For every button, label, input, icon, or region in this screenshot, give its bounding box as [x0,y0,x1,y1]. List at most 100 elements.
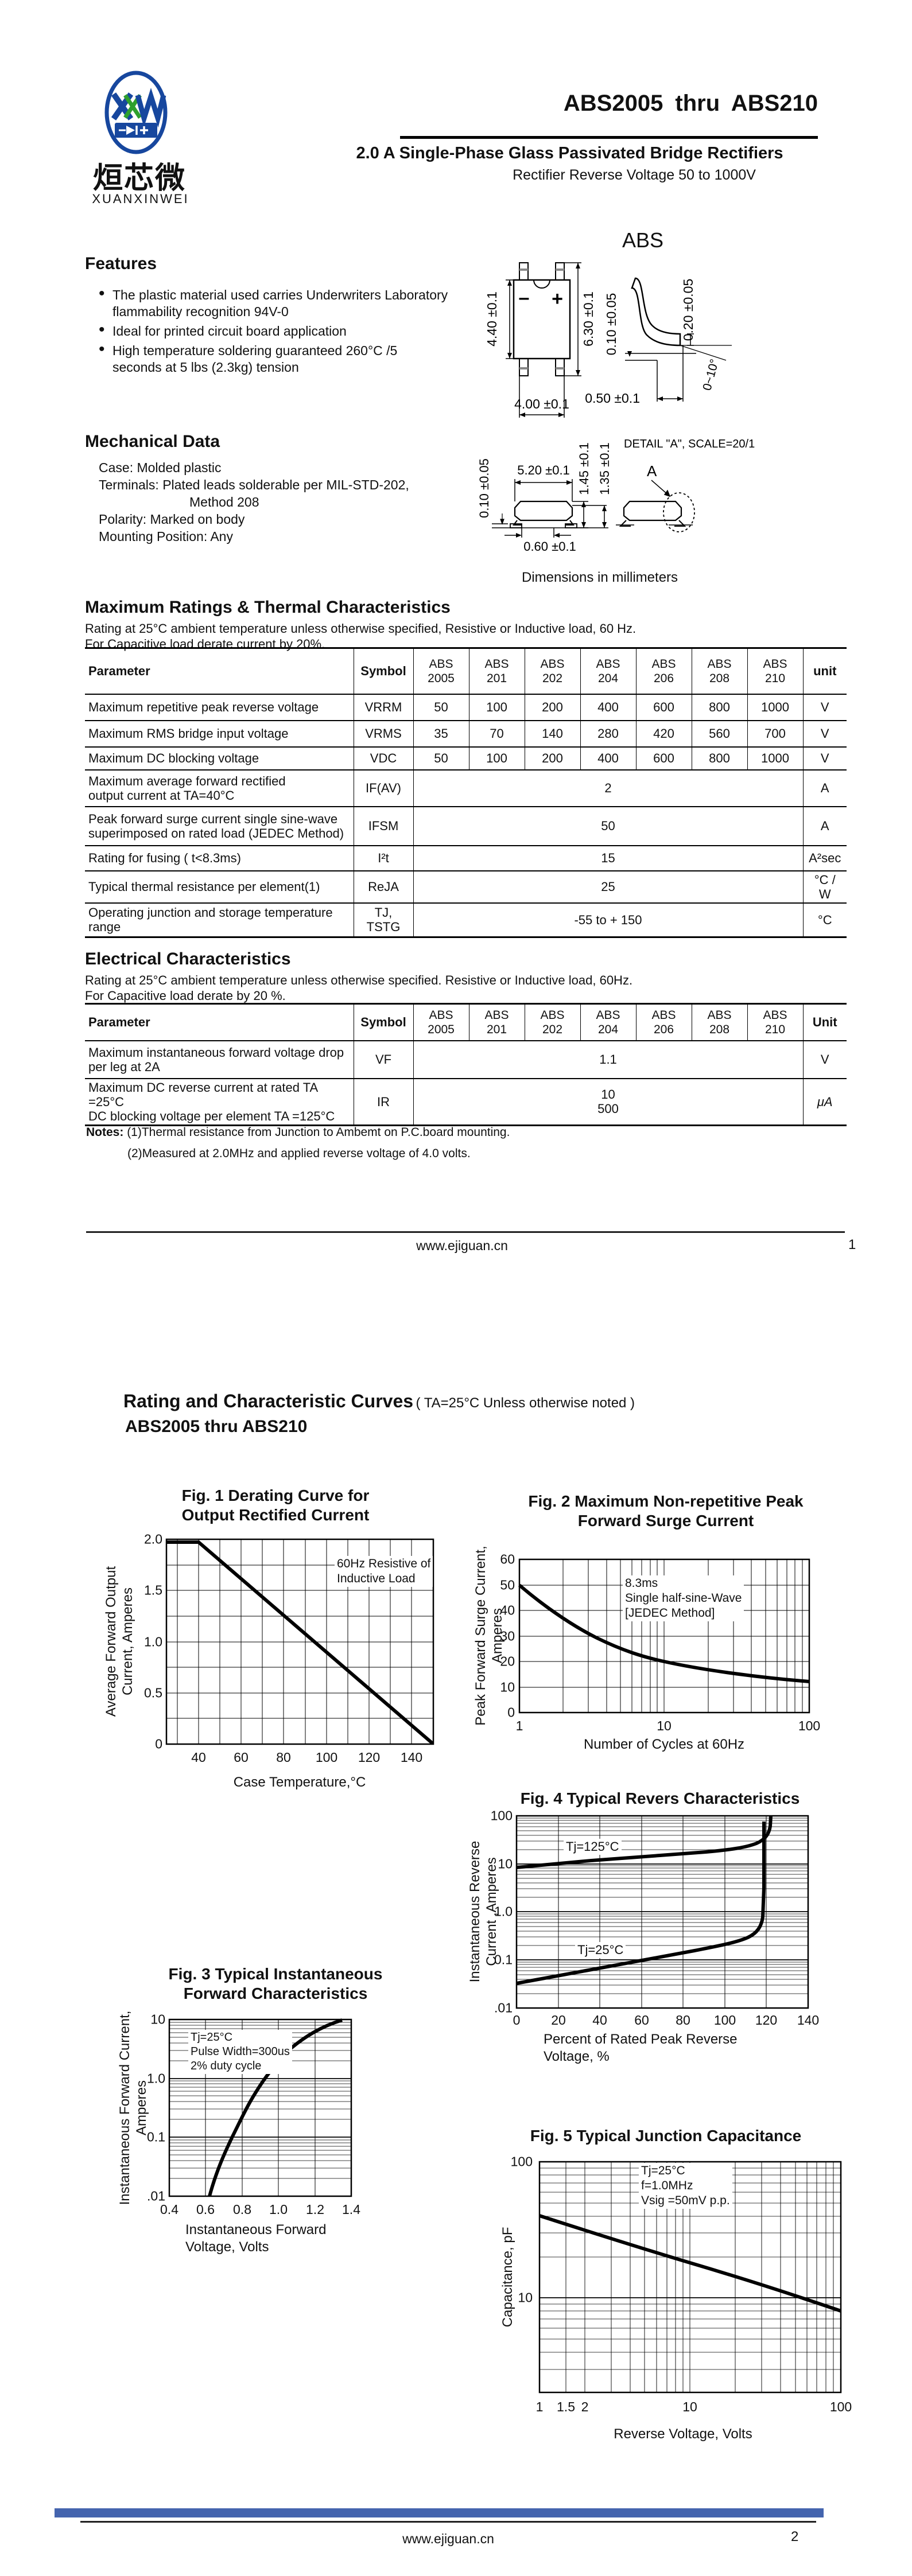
fig4-label-125c: Tj=125°C [564,1839,622,1855]
dim-foot-length: 0.50 ±0.1 [585,391,640,406]
value-cell: 560 [691,719,747,747]
fig1-ytick: 0 [155,1736,162,1752]
bottom-accent-bar [55,2508,824,2517]
fig3-ytick: .01 [147,2188,165,2204]
merged-value-cell: 25 [413,870,803,903]
dim-lead-angle: 0~10° [700,357,721,392]
mechanical-list: Case: Molded plastic Terminals: Plated l… [99,459,478,545]
symbol-cell: IF(AV) [353,769,413,807]
fig4-xtick: 140 [797,2013,820,2028]
fig4-xtick: 100 [713,2013,736,2028]
fig4-ytick: 10 [498,1856,513,1871]
fig1-ytick: 1.5 [144,1582,162,1598]
fig3-xtick: 1.4 [342,2202,360,2217]
symbol-cell: VF [353,1040,413,1079]
value-cell: 600 [635,746,692,770]
col-model: ABS 204 [580,1003,636,1041]
dim-foot-thickness: 0.20 ±0.05 [681,279,696,341]
col-unit: Unit [802,1003,847,1041]
fig3-xtick: 0.4 [160,2202,178,2217]
col-model: ABS 202 [524,648,580,695]
fig3-annotation: Tj=25°C Pulse Width=300us 2% duty cycle [188,2030,292,2074]
fig1-plot [165,1538,434,1745]
fig1-ytick: 1.0 [144,1634,162,1649]
value-cell: 70 [468,719,525,747]
col-model: ABS 201 [468,648,525,695]
unit-cell: V [802,719,847,747]
fig4-ytick: .01 [494,2000,513,2015]
col-unit: unit [802,648,847,695]
doc-subtitle: Rectifier Reverse Voltage 50 to 1000V [513,167,756,183]
unit-cell: μA [802,1077,847,1125]
mech-terminals: Terminals: Plated leads solderable per M… [99,477,409,492]
fig5-xtick: 10 [682,2399,697,2414]
table-row: Maximum average forward rectified output… [85,769,847,807]
param-cell: Rating for fusing ( t<8.3ms) [85,845,354,871]
curves-condition: ( TA=25°C Unless otherwise noted ) [416,1395,635,1411]
footer-rule [80,2521,816,2523]
merged-value-cell: -55 to + 150 [413,902,803,937]
notes-line1: Notes: (1)Thermal resistance from Juncti… [86,1126,510,1139]
unit-cell: V [802,746,847,770]
fig1-xlabel: Case Temperature,°C [233,1775,366,1790]
fig2-curve [518,1583,810,1683]
part-range-title: ABS2005 thru ABS210 [563,91,818,116]
curves-heading: Rating and Characteristic Curves ( TA=25… [123,1391,635,1412]
fig5-ytick: 100 [510,2154,533,2169]
symbol-cell: IFSM [353,806,413,846]
ratings-subtext1: Rating at 25°C ambient temperature unles… [85,621,637,636]
value-cell: 140 [524,719,580,747]
param-cell: Peak forward surge current single sine-w… [85,806,354,846]
electrical-subtext2: For Capacitive load derate by 20 %. [85,989,286,1003]
fig3-xtick: 0.6 [196,2202,215,2217]
fig5-ytick: 10 [518,2290,533,2305]
fig5-title: Fig. 5 Typical Junction Capacitance [530,2127,802,2145]
value-cell: 400 [580,693,636,721]
fig3-xtick: 1.0 [269,2202,288,2217]
fig3-xtick: 1.2 [306,2202,324,2217]
table-row: Rating for fusing ( t<8.3ms) I²t 15 A²se… [85,845,847,871]
fig3-curve [208,2018,343,2197]
fig4-ytick: 100 [490,1808,513,1823]
fig2-xtick: 1 [515,1718,523,1733]
unit-cell: °C / W [802,870,847,903]
fig1-curve [166,1540,434,1745]
col-parameter: Parameter [85,1003,354,1041]
polarity-plus: + [552,288,563,310]
fig5-xtick: 1 [535,2399,544,2414]
fig2-annotation: 8.3ms Single half-sine-Wave [JEDEC Metho… [623,1575,744,1621]
col-model: ABS 201 [468,1003,525,1041]
fig4-curve-25c [516,1822,766,1985]
table-row: Typical thermal resistance per element(1… [85,870,847,903]
table-row: Maximum instantaneous forward voltage dr… [85,1040,847,1079]
value-cell: 100 [468,746,525,770]
dim-height-1: 1.45 ±0.1 [577,442,591,495]
company-name-cn: 烜芯微 [92,162,186,195]
value-cell: 400 [580,746,636,770]
dimensions-caption: Dimensions in millimeters [521,570,678,585]
table-row: Maximum DC blocking voltage VDC 50 100 2… [85,746,847,770]
param-cell: Typical thermal resistance per element(1… [85,870,354,903]
page-number: 2 [791,2529,799,2544]
feature-item: The plastic material used carries Underw… [98,285,488,320]
symbol-cell: VRRM [353,693,413,721]
value-cell: 200 [524,693,580,721]
mech-method: Method 208 [189,495,259,509]
col-symbol: Symbol [353,1003,413,1041]
symbol-cell: TJ, TSTG [353,902,413,937]
package-name: ABS [622,228,664,252]
symbol-cell: IR [353,1077,413,1125]
electrical-heading: Electrical Characteristics [85,950,291,968]
note-2: (2)Measured at 2.0MHz and applied revers… [127,1147,471,1160]
note-1: (1)Thermal resistance from Junction to A… [127,1126,510,1139]
fig1-xtick: 40 [191,1750,206,1765]
fig1-ytick: 0.5 [144,1685,162,1701]
fig5-xlabel: Reverse Voltage, Volts [614,2426,752,2442]
fig2-ylabel: Peak Forward Surge Current, Amperes [473,1546,505,1726]
table-header-row: Parameter Symbol ABS 2005 ABS 201 ABS 20… [85,1003,847,1041]
value-cell: 600 [635,693,692,721]
footer-url: www.ejiguan.cn [416,1238,508,1253]
merged-value-cell: 10 500 [413,1077,803,1125]
fig3-xtick: 0.8 [233,2202,251,2217]
